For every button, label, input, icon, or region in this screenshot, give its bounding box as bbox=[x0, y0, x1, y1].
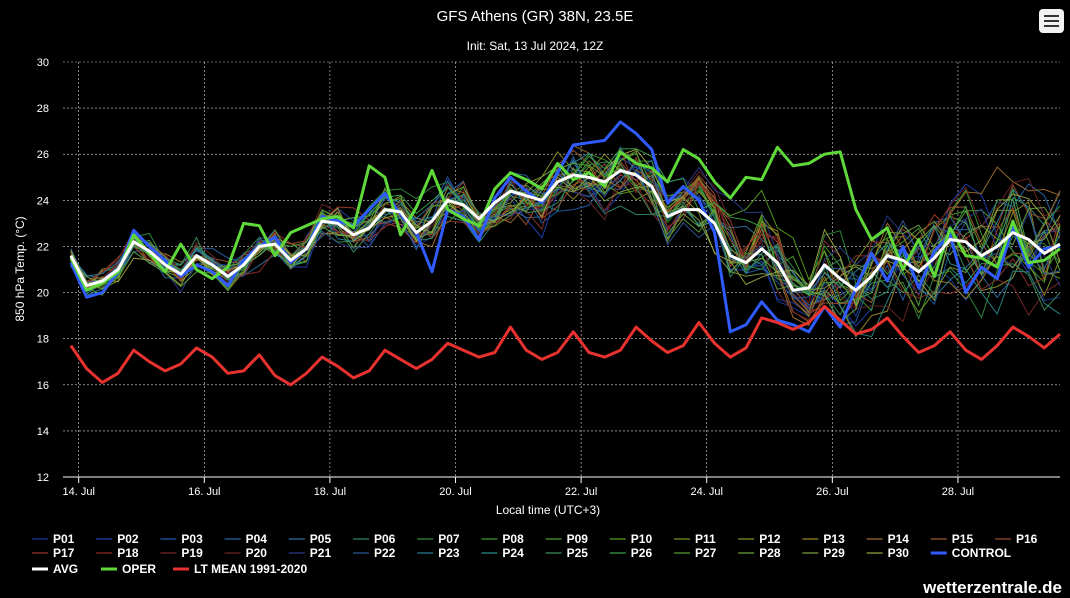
legend-item-p22: P22 bbox=[374, 546, 396, 560]
legend-item-lt-mean: LT MEAN 1991-2020 bbox=[194, 562, 307, 576]
x-axis-label: Local time (UTC+3) bbox=[496, 503, 600, 517]
legend-item-p23: P23 bbox=[438, 546, 460, 560]
y-tick-label: 14 bbox=[37, 426, 49, 438]
x-tick-label: 22. Jul bbox=[565, 486, 597, 498]
y-tick-label: 18 bbox=[37, 334, 49, 346]
legend: P01 P02 P03 P04 P05 P06 P07 P08 P09 P10 P11 P12 P13 P… bbox=[32, 532, 1038, 576]
legend-item-p18: P18 bbox=[117, 546, 139, 560]
avg-line bbox=[69, 168, 1061, 292]
legend-item-p04: P04 bbox=[246, 532, 268, 546]
x-tick-label: 18. Jul bbox=[314, 486, 346, 498]
legend-item-p07: P07 bbox=[438, 532, 460, 546]
legend-item-p10: P10 bbox=[631, 532, 653, 546]
member-line-p25 bbox=[70, 161, 1061, 312]
chart-subtitle: Init: Sat, 13 Jul 2024, 12Z bbox=[467, 39, 604, 53]
member-line-p28 bbox=[70, 150, 1061, 323]
legend-item-p29: P29 bbox=[823, 546, 845, 560]
oper-line bbox=[69, 145, 1061, 292]
legend-item-p27: P27 bbox=[695, 546, 717, 560]
legend-item-p26: P26 bbox=[631, 546, 653, 560]
x-tick-label: 16. Jul bbox=[188, 486, 220, 498]
x-tick-label: 24. Jul bbox=[691, 486, 723, 498]
y-tick-label: 26 bbox=[37, 149, 49, 161]
legend-item-p02: P02 bbox=[117, 532, 139, 546]
y-tick-label: 24 bbox=[37, 195, 49, 207]
x-tick-label: 28. Jul bbox=[942, 486, 974, 498]
chart-title: GFS Athens (GR) 38N, 23.5E bbox=[437, 8, 634, 25]
hamburger-menu-icon bbox=[1044, 15, 1059, 17]
lt-mean-line bbox=[69, 304, 1061, 387]
y-tick-label: 12 bbox=[37, 472, 49, 484]
legend-item-p20: P20 bbox=[246, 546, 268, 560]
legend-item-control: CONTROL bbox=[952, 546, 1011, 560]
y-tick-label: 16 bbox=[37, 380, 49, 392]
credit-text: wetterzentrale.de bbox=[923, 578, 1062, 597]
legend-item-p01: P01 bbox=[53, 532, 75, 546]
legend-item-p11: P11 bbox=[695, 532, 716, 546]
legend-item-p19: P19 bbox=[181, 546, 203, 560]
legend-item-oper: OPER bbox=[122, 562, 156, 576]
y-tick-label: 22 bbox=[37, 241, 49, 253]
x-tick-label: 14. Jul bbox=[62, 486, 94, 498]
legend-item-p15: P15 bbox=[952, 532, 974, 546]
legend-item-p03: P03 bbox=[181, 532, 203, 546]
y-tick-label: 28 bbox=[37, 103, 49, 115]
legend-item-p24: P24 bbox=[502, 546, 524, 560]
plot-area: 12 14 16 18 20 22 24 26 28 30 14. Jul 16. Jul 18. Ju… bbox=[37, 57, 1061, 498]
member-line-p27 bbox=[70, 162, 1061, 307]
control-line bbox=[69, 120, 1061, 334]
legend-item-p08: P08 bbox=[502, 532, 524, 546]
legend-item-p21: P21 bbox=[310, 546, 332, 560]
legend-item-avg: AVG bbox=[53, 562, 78, 576]
legend-item-p06: P06 bbox=[374, 532, 396, 546]
legend-item-p09: P09 bbox=[567, 532, 589, 546]
legend-item-p17: P17 bbox=[53, 546, 75, 560]
legend-item-p28: P28 bbox=[759, 546, 781, 560]
hamburger-menu-icon-bar bbox=[1044, 20, 1059, 22]
legend-item-p30: P30 bbox=[888, 546, 910, 560]
legend-item-p12: P12 bbox=[759, 532, 781, 546]
y-axis-label: 850 hPa Temp. (°C) bbox=[13, 216, 27, 321]
legend-item-p16: P16 bbox=[1016, 532, 1038, 546]
chart-menu-button[interactable] bbox=[1039, 9, 1064, 33]
y-tick-label: 30 bbox=[37, 57, 49, 69]
legend-item-p13: P13 bbox=[823, 532, 845, 546]
x-tick-label: 26. Jul bbox=[816, 486, 848, 498]
y-tick-label: 20 bbox=[37, 288, 49, 300]
legend-item-p14: P14 bbox=[888, 532, 910, 546]
legend-item-p05: P05 bbox=[310, 532, 332, 546]
member-line-p13 bbox=[70, 163, 1061, 338]
legend-item-p25: P25 bbox=[567, 546, 589, 560]
hamburger-menu-icon-bar bbox=[1044, 25, 1059, 27]
x-tick-label: 20. Jul bbox=[439, 486, 471, 498]
